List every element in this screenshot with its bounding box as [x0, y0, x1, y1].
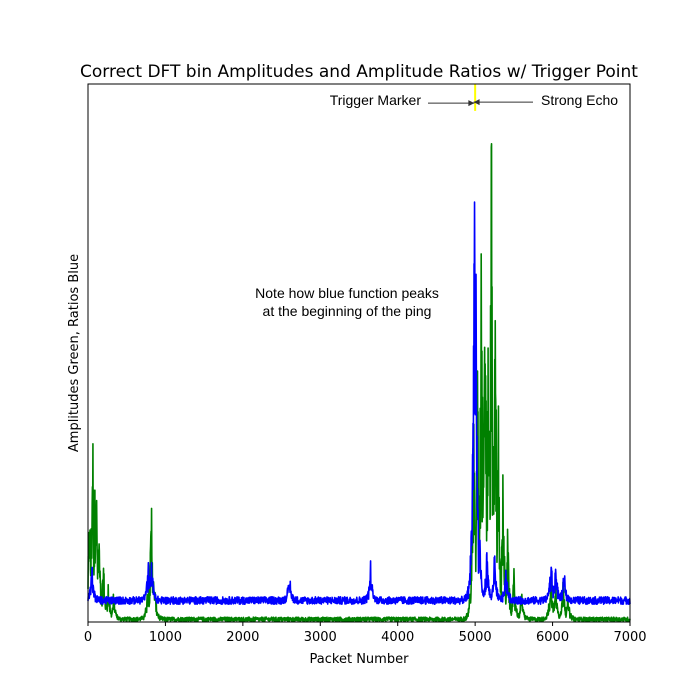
plot-area [87, 84, 631, 623]
x-tick-label: 7000 [613, 630, 646, 645]
x-axis: 0 1000 2000 3000 4000 5000 6000 7000 [84, 622, 647, 645]
x-tick-label: 6000 [536, 630, 569, 645]
x-tick-label: 0 [84, 630, 92, 645]
x-tick-label: 3000 [304, 630, 337, 645]
strong-echo-arrow [473, 99, 533, 106]
annotation-note-line-2: at the beginning of the ping [263, 303, 432, 319]
series-line-amplitudes [87, 142, 631, 623]
chart-title: Correct DFT bin Amplitudes and Amplitude… [80, 62, 638, 82]
x-tick-label: 1000 [149, 630, 182, 645]
y-axis-label: Amplitudes Green, Ratios Blue [67, 254, 82, 452]
x-tick-label: 5000 [459, 630, 492, 645]
x-axis-label: Packet Number [310, 652, 410, 667]
annotation-trigger-marker: Trigger Marker [330, 92, 422, 108]
trigger-marker-arrow [428, 100, 475, 107]
series-line-ratios [87, 201, 631, 606]
plot-frame [87, 83, 631, 623]
annotation-strong-echo: Strong Echo [541, 92, 618, 108]
annotations: Trigger Marker Strong Echo Note how blue… [255, 92, 618, 319]
x-tick-label: 4000 [381, 630, 414, 645]
x-tick-label: 2000 [226, 630, 259, 645]
annotation-note-line-1: Note how blue function peaks [255, 285, 439, 301]
